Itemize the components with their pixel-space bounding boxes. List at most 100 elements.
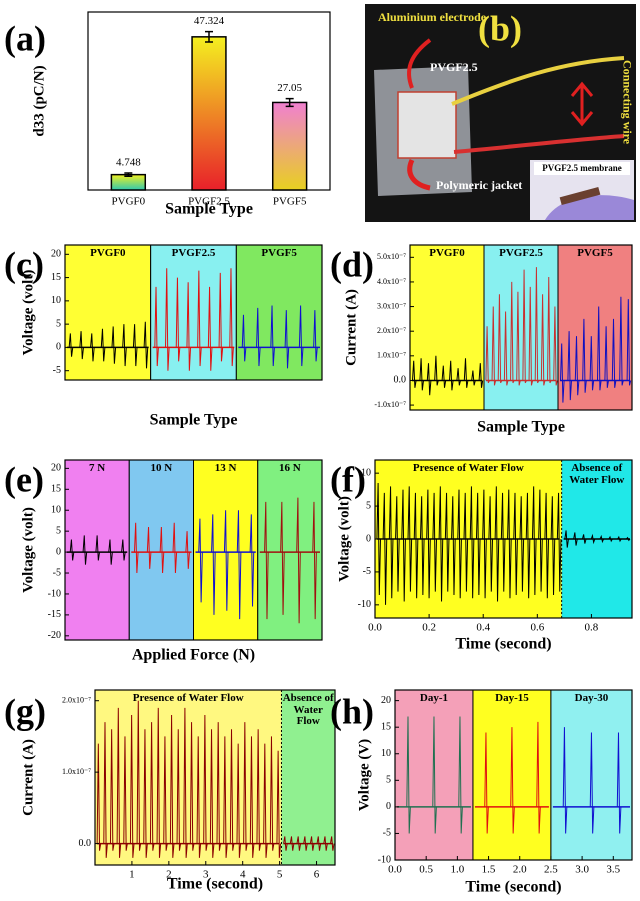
signal-spike [426, 363, 432, 396]
signal-spike [590, 533, 596, 545]
x-tick-label: PVGF0 [112, 196, 146, 208]
signal-spike [133, 522, 139, 574]
signal-spike [589, 336, 595, 391]
x-axis-label: Applied Force (N) [132, 647, 255, 664]
signal-spike [513, 492, 518, 595]
signal-spike [401, 489, 406, 602]
signal-spike [525, 492, 531, 599]
signal-spike [143, 321, 149, 369]
signal-spike [475, 492, 481, 595]
signal-spike [456, 368, 461, 386]
y-tick-label: 20 [51, 463, 61, 474]
photo-label: Aluminium electrode [378, 10, 487, 24]
y-tick-label: 15 [381, 721, 391, 732]
signal-spike [109, 729, 115, 851]
signal-spike [507, 489, 512, 599]
signal-spike [159, 526, 165, 574]
x-axis-label: Time (second) [465, 879, 561, 896]
y-tick-label: 5 [386, 775, 391, 786]
signal-spike [121, 539, 126, 561]
region-label-box: 10 N [151, 463, 173, 474]
x-tick-label: 3 [203, 869, 209, 881]
region-label: PVGF0 [90, 248, 126, 259]
y-tick-label: -10 [378, 854, 391, 865]
signal-spike [129, 714, 135, 858]
y-tick-label: 5 [56, 525, 61, 536]
signal-spike [96, 743, 102, 851]
signal-spike [172, 522, 178, 574]
value-label: 27.05 [277, 82, 302, 94]
region-label-box: 13 N [215, 463, 237, 474]
x-tick-label: 4 [240, 869, 246, 881]
y-tick-label: -5 [53, 365, 61, 376]
arrow [407, 38, 432, 89]
region-label: 16 N [279, 463, 301, 474]
x-tick-label: 6 [314, 869, 320, 881]
signal-spike [176, 729, 182, 851]
region-label-box: PVGF2.5 [499, 248, 543, 259]
signal-spike [103, 722, 108, 858]
y-tick-label: -15 [48, 609, 61, 620]
signal-spike [582, 318, 587, 393]
signal-spike [256, 307, 261, 367]
signal-spike [270, 305, 275, 367]
signal-spike [169, 714, 175, 858]
x-tick-label: PVGF5 [273, 196, 307, 208]
panel-label: (f) [330, 459, 366, 499]
signal-spike [426, 489, 431, 599]
y-tick-label: 0 [56, 546, 61, 557]
signal-spike [589, 732, 595, 834]
photo-label: PVGF2.5 [430, 60, 478, 74]
y-tick-label: 10 [51, 505, 61, 516]
signal-spike [457, 489, 462, 599]
signal-spike [522, 269, 527, 384]
region-label: PVGF5 [261, 248, 297, 259]
plot-frame [394, 689, 633, 861]
signal-spike [283, 836, 288, 851]
plot-frame [64, 459, 323, 641]
x-tick-label: 1.5 [482, 864, 496, 876]
x-tick-label: 0.2 [422, 622, 436, 634]
signal-spike [471, 370, 476, 386]
signal-spike [478, 363, 484, 388]
x-axis-label: Time (second) [455, 636, 551, 653]
region [550, 689, 633, 861]
y-tick-label: 10 [51, 295, 61, 306]
signal-spike [444, 492, 450, 592]
signal-spike [249, 736, 255, 858]
signal-spike [229, 268, 234, 367]
signal-spike [438, 486, 444, 602]
signal-spike [165, 268, 170, 371]
signal-spike [494, 486, 500, 602]
x-tick-label: 0.8 [585, 622, 599, 634]
x-tick-label: 2 [166, 869, 172, 881]
signal-spike [183, 707, 188, 858]
y-tick-label: -5 [53, 567, 61, 578]
signal-spike [111, 326, 117, 364]
x-tick-label: 2.5 [544, 864, 558, 876]
region-label-box: Presence of Water Flow [413, 463, 524, 474]
x-tick-label: PVGF2.5 [188, 196, 230, 208]
region-label: Presence of Water Flow [132, 693, 244, 704]
x-tick-label: 3.5 [606, 864, 620, 876]
signal-spike [581, 534, 587, 544]
signal-spike [154, 286, 159, 367]
signal-spike [122, 324, 127, 367]
x-tick-label: 1.0 [450, 864, 464, 876]
signal-spike [132, 324, 138, 367]
y-tick-label: 0.0 [394, 375, 407, 386]
signal-spike [510, 281, 515, 384]
y-tick-label: -5 [383, 828, 391, 839]
y-axis-label: Voltage (volt) [336, 496, 352, 582]
panel-label: (h) [330, 691, 374, 731]
region-label-box: PVGF0 [429, 248, 464, 259]
error-bar [285, 97, 294, 108]
signal-spike [309, 836, 315, 851]
signal-spike [395, 496, 400, 592]
aluminium-film [397, 91, 457, 159]
signal-spike [599, 534, 605, 544]
signal-spike [619, 296, 624, 386]
region-label-box: 7 N [89, 463, 105, 474]
y-tick-label: 0 [386, 801, 391, 812]
signal-spike [284, 310, 290, 369]
